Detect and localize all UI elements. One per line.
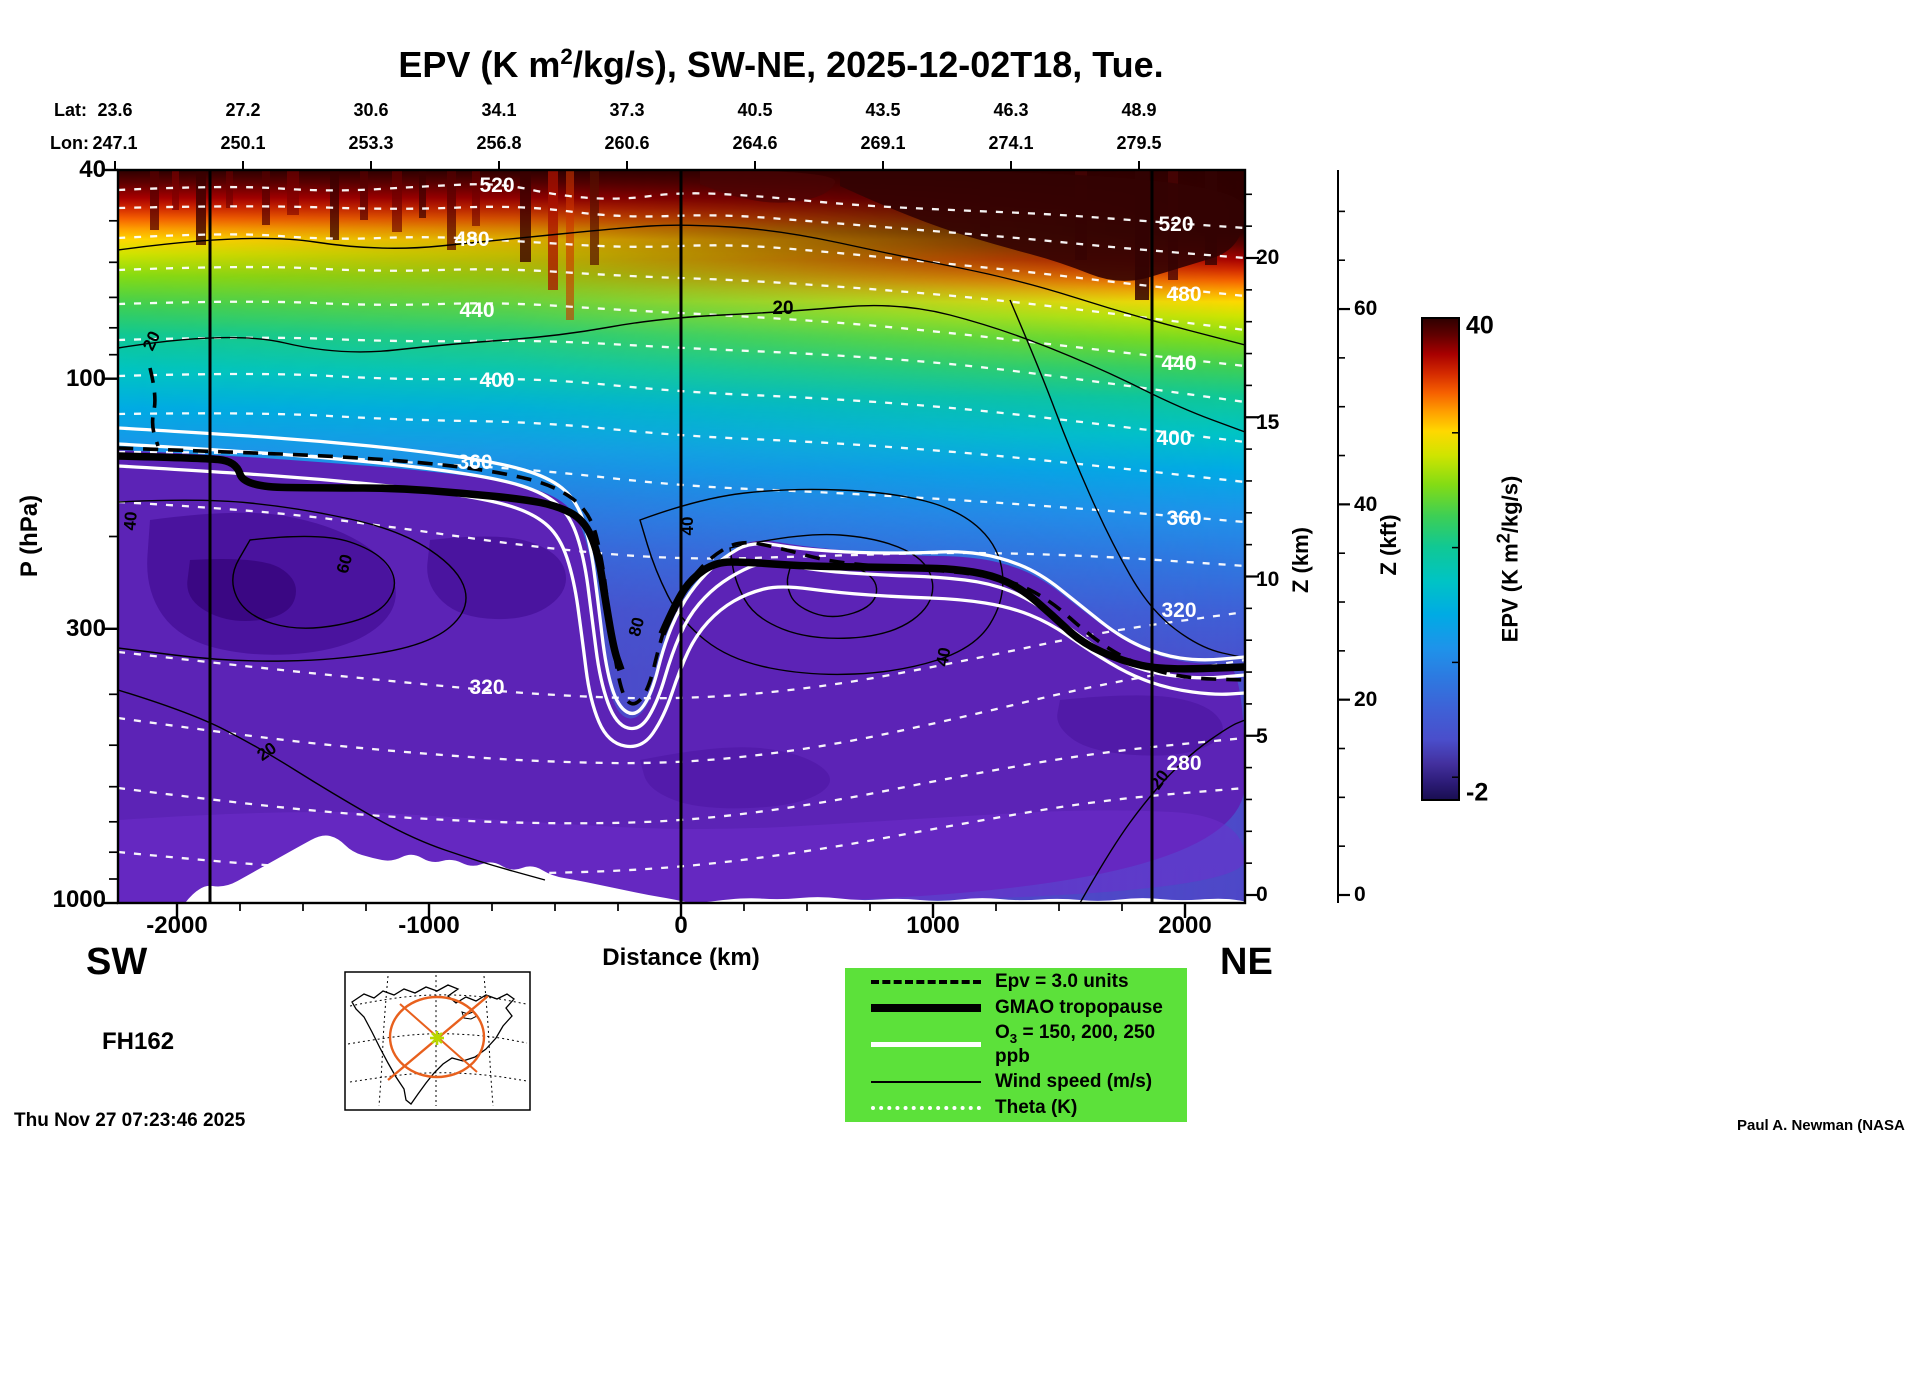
lon-value: 274.1 [988, 133, 1034, 153]
theta-contour-label: 440 [1161, 352, 1197, 375]
corner-label-sw: SW [86, 941, 148, 983]
lat-value: 34.1 [481, 100, 517, 120]
colorbar-title-text-post: /kg/s) [1497, 475, 1523, 534]
legend-row-ozone: O3 = 150, 200, 250 ppb [845, 1022, 1187, 1068]
zkm-tick-label: 0 [1256, 883, 1268, 906]
pressure-tick-label: 100 [65, 365, 106, 392]
lon-value: 264.6 [732, 133, 778, 153]
lat-axis-label: Lat: [54, 100, 87, 120]
theta-contour-label: 520 [1158, 213, 1194, 236]
credit-label: Paul A. Newman (NASA [1737, 1117, 1905, 1134]
forecast-hour-label: FH162 [102, 1028, 175, 1055]
lat-value: 23.6 [97, 100, 133, 120]
pressure-axis-title: P (hPa) [16, 494, 43, 578]
page-title: EPV (K m2/kg/s), SW-NE, 2025-12-02T18, T… [398, 44, 1163, 86]
legend-ozone-label: O3 = 150, 200, 250 ppb [995, 1022, 1187, 1068]
map-inset [344, 971, 531, 1111]
wind-contour-label: 20 [772, 298, 794, 319]
legend-row-epv: Epv = 3.0 units [845, 971, 1187, 993]
tropopause-line-sample [871, 1003, 981, 1012]
lon-value: 256.8 [476, 133, 522, 153]
theta-contour-label: 320 [469, 676, 505, 699]
wind-contour-label: 40 [678, 516, 697, 536]
lon-value: 253.3 [348, 133, 394, 153]
pressure-tick-label: 40 [79, 156, 106, 183]
colorbar-title-superscript: 2 [1492, 533, 1514, 544]
lat-value: 48.9 [1121, 100, 1157, 120]
lon-value: 279.5 [1116, 133, 1162, 153]
colorbar-title: EPV (K m2/kg/s) [1492, 476, 1523, 643]
zkft-tick-label: 0 [1354, 883, 1366, 906]
lon-value: 250.1 [220, 133, 266, 153]
lat-value: 27.2 [225, 100, 261, 120]
distance-tick-label: -2000 [146, 912, 208, 939]
theta-contour-label: 280 [1166, 752, 1202, 775]
wind-contour-label: 40 [932, 645, 955, 668]
pressure-tick-label: 1000 [52, 886, 106, 913]
legend-row-theta: Theta (K) [845, 1097, 1187, 1119]
corner-label-ne: NE [1220, 941, 1273, 983]
title-text-post: /kg/s), SW-NE, 2025-12-02T18, Tue. [572, 44, 1164, 85]
lat-value: 43.5 [865, 100, 901, 120]
wind-line-sample [871, 1081, 981, 1084]
legend-theta-label: Theta (K) [995, 1096, 1078, 1118]
zkm-tick-label: 5 [1256, 725, 1268, 748]
theta-line-sample [871, 1105, 981, 1110]
theta-contour-label: 400 [479, 369, 515, 392]
axes-frame [103, 161, 1350, 918]
theta-contour-label: 360 [457, 451, 493, 474]
theta-contour-label: 480 [1166, 283, 1202, 306]
zkft-tick-label: 40 [1354, 493, 1378, 516]
zkm-tick-label: 15 [1256, 411, 1280, 434]
legend-wind-label: Wind speed (m/s) [995, 1071, 1153, 1093]
colorbar-title-text: EPV (K m [1497, 543, 1523, 643]
zkm-axis-title: Z (km) [1288, 527, 1313, 593]
wind-contour-label: 40 [120, 510, 141, 532]
distance-tick-label: 1000 [906, 912, 960, 939]
legend-ozone-values: = 150, 200, 250 ppb [995, 1022, 1156, 1067]
theta-contour-label: 320 [1161, 599, 1197, 622]
lon-value: 247.1 [92, 133, 138, 153]
theta-contour-label: 440 [459, 299, 495, 322]
legend: Epv = 3.0 units GMAO tropopause O3 = 150… [845, 968, 1187, 1122]
colorbar-max-label: 40 [1466, 311, 1494, 340]
theta-contour-label: 360 [1166, 507, 1202, 530]
lon-value: 269.1 [860, 133, 906, 153]
lat-value: 37.3 [609, 100, 645, 120]
ozone-line-sample [871, 1042, 981, 1048]
legend-ozone-symbol: O [995, 1022, 1010, 1044]
theta-contour-label: 520 [479, 174, 515, 197]
plot-field [118, 170, 1245, 903]
legend-row-tropopause: GMAO tropopause [845, 997, 1187, 1019]
lat-value: 30.6 [353, 100, 389, 120]
zkft-tick-label: 20 [1354, 688, 1378, 711]
distance-tick-label: 2000 [1158, 912, 1212, 939]
pressure-tick-label: 300 [65, 615, 106, 642]
lon-value: 260.6 [604, 133, 650, 153]
legend-tropopause-label: GMAO tropopause [995, 996, 1163, 1018]
colorbar [1421, 317, 1460, 801]
theta-contour-label: 480 [454, 228, 490, 251]
title-superscript: 2 [560, 44, 573, 69]
legend-row-wind: Wind speed (m/s) [845, 1071, 1187, 1093]
distance-tick-label: -1000 [398, 912, 460, 939]
legend-epv-label: Epv = 3.0 units [995, 971, 1129, 993]
lat-value: 46.3 [993, 100, 1029, 120]
epv-dashed-line-sample [871, 980, 981, 985]
distance-axis-title: Distance (km) [602, 944, 760, 971]
legend-ozone-subscript: 3 [1009, 1030, 1018, 1046]
zkft-axis-title: Z (kft) [1376, 514, 1401, 576]
colorbar-min-label: -2 [1466, 778, 1489, 807]
timestamp-label: Thu Nov 27 07:23:46 2025 [14, 1110, 246, 1131]
zkm-tick-label: 10 [1256, 568, 1280, 591]
lat-value: 40.5 [737, 100, 773, 120]
zkm-tick-label: 20 [1256, 246, 1280, 269]
theta-contour-label: 400 [1156, 427, 1192, 450]
distance-tick-label: 0 [674, 912, 688, 939]
lon-axis-label: Lon: [50, 133, 89, 153]
zkft-tick-label: 60 [1354, 297, 1378, 320]
title-text: EPV (K m [398, 44, 561, 85]
